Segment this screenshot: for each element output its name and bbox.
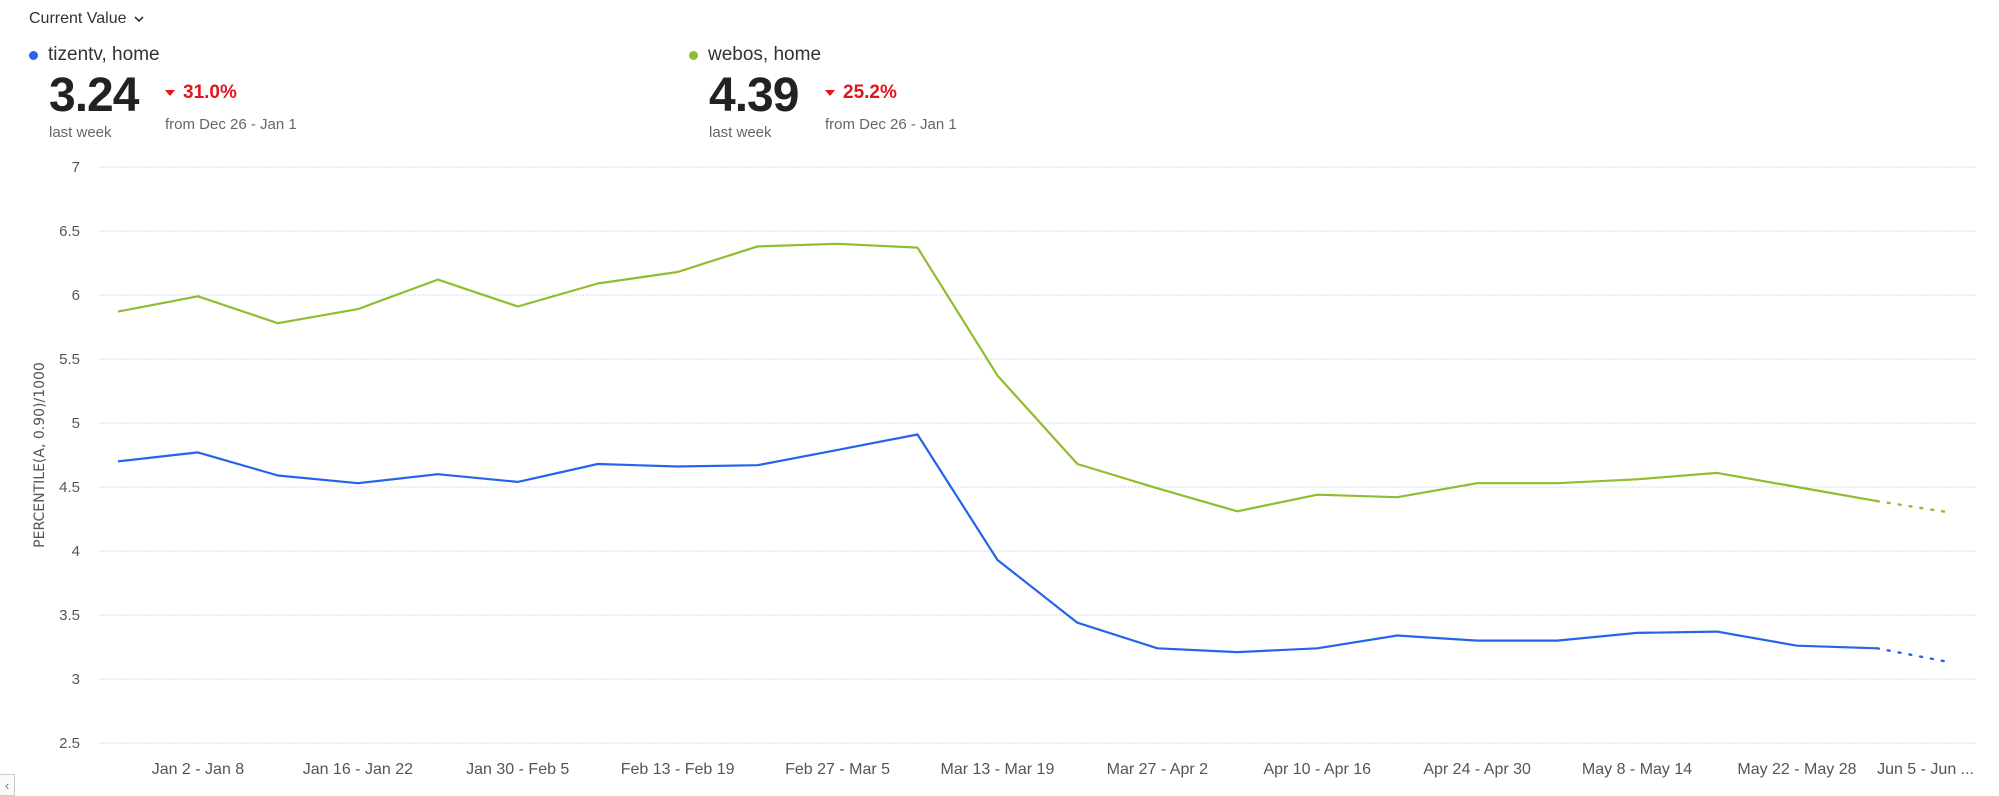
y-tick-label: 4.5 (59, 479, 80, 496)
kpi-change-value: 25.2% (843, 82, 897, 103)
down-triangle-icon (825, 90, 835, 96)
x-tick-label: Jan 16 - Jan 22 (303, 761, 413, 778)
scroll-left-button[interactable]: ‹ (0, 774, 15, 796)
y-tick-label: 4 (72, 543, 80, 560)
kpi-change: 31.0% (165, 82, 297, 104)
chevron-down-icon (133, 16, 144, 23)
series-dot-icon (689, 50, 698, 60)
y-tick-label: 3 (72, 671, 80, 688)
legend-item[interactable]: webos, home (689, 44, 957, 66)
x-tick-label: Apr 24 - Apr 30 (1423, 761, 1531, 778)
y-tick-label: 5 (72, 415, 80, 432)
kpi-value-caption: last week (709, 124, 772, 141)
x-tick-label: Feb 27 - Mar 5 (785, 761, 890, 778)
y-tick-label: 2.5 (59, 735, 80, 752)
kpi-change: 25.2% (825, 82, 957, 104)
current-value-label: Current Value (29, 10, 127, 27)
y-tick-label: 3.5 (59, 607, 80, 624)
x-tick-label: Feb 13 - Feb 19 (621, 761, 735, 778)
series-line (117, 433, 1877, 654)
y-tick-label: 5.5 (59, 351, 80, 368)
x-tick-label: May 8 - May 14 (1582, 761, 1692, 778)
series-projection-line (1875, 499, 1952, 514)
down-triangle-icon (165, 90, 175, 96)
y-axis-label: PERCENTILE(A, 0.90)/1000 (32, 362, 48, 548)
kpi-value-caption: last week (49, 124, 112, 141)
kpi-value: 4.39 (709, 69, 799, 122)
series-projection-line (1875, 647, 1952, 664)
kpi-change-caption: from Dec 26 - Jan 1 (825, 116, 957, 133)
series-dot-icon (29, 50, 38, 60)
y-tick-label: 6.5 (59, 223, 80, 240)
x-tick-label: Mar 27 - Apr 2 (1107, 761, 1208, 778)
x-tick-label: May 22 - May 28 (1737, 761, 1856, 778)
y-tick-label: 6 (72, 287, 80, 304)
current-value-dropdown[interactable]: Current Value (29, 10, 145, 28)
legend-label: webos, home (708, 44, 822, 65)
kpi-tizentv: tizentv, home 3.24 last week 31.0% from … (29, 44, 297, 141)
kpi-change-caption: from Dec 26 - Jan 1 (165, 116, 297, 133)
kpi-webos: webos, home 4.39 last week 25.2% from De… (689, 44, 957, 141)
x-tick-label: Jan 30 - Feb 5 (466, 761, 569, 778)
kpi-value: 3.24 (49, 69, 139, 122)
y-tick-label: 7 (72, 159, 80, 176)
legend-item[interactable]: tizentv, home (29, 44, 297, 66)
series-line (117, 242, 1878, 513)
x-tick-label: Jun 5 - Jun ... (1877, 761, 1974, 778)
x-tick-label: Jan 2 - Jan 8 (152, 761, 245, 778)
kpi-change-value: 31.0% (183, 82, 237, 103)
x-tick-label: Mar 13 - Mar 19 (941, 761, 1055, 778)
chevron-left-icon: ‹ (4, 777, 10, 793)
x-tick-label: Apr 10 - Apr 16 (1263, 761, 1371, 778)
legend-label: tizentv, home (48, 44, 160, 65)
